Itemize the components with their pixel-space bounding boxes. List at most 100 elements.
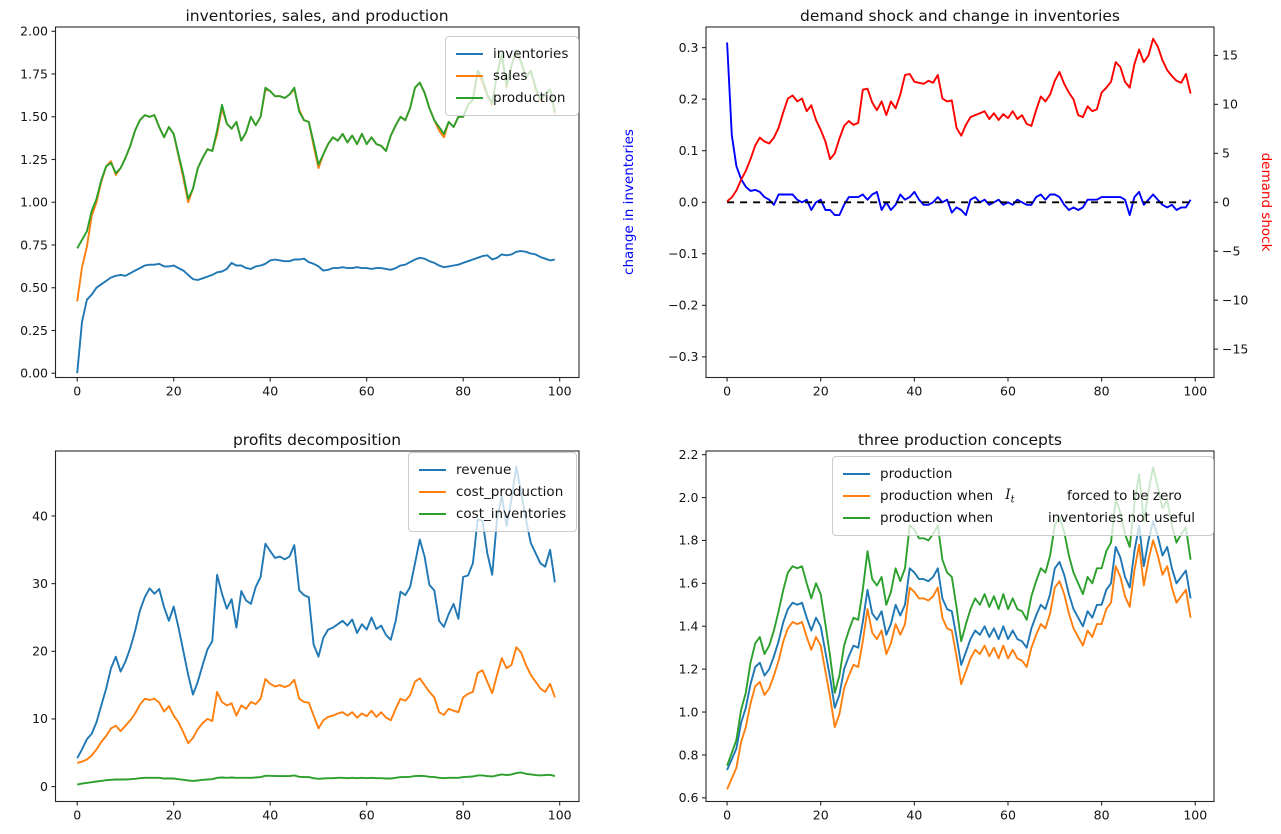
svg-text:1.25: 1.25 <box>20 152 48 167</box>
svg-text:1.6: 1.6 <box>679 576 699 591</box>
svg-text:5: 5 <box>1222 146 1230 161</box>
svg-text:0: 0 <box>40 779 48 794</box>
svg-text:20: 20 <box>166 384 182 399</box>
legend-item-production-no-inventories: production when inventories not useful <box>843 507 1203 529</box>
svg-text:2.2: 2.2 <box>679 447 699 462</box>
inventories-line <box>76 250 556 374</box>
sales-line-swatch <box>456 74 483 78</box>
legend-label: production <box>493 90 566 106</box>
cost-production-line-swatch <box>419 490 446 494</box>
svg-text:0.1: 0.1 <box>679 143 699 158</box>
production-no-inventories-line-swatch <box>843 516 870 520</box>
bottom_left-axes-box <box>54 450 580 803</box>
svg-text:1.50: 1.50 <box>20 109 48 124</box>
svg-text:0.50: 0.50 <box>20 280 48 295</box>
legend-label: inventories <box>493 46 569 62</box>
legend-label: revenue <box>456 462 512 478</box>
svg-text:10: 10 <box>32 711 48 726</box>
svg-text:2.0: 2.0 <box>679 490 699 505</box>
legend-label-continued: forced to be zero <box>1067 488 1182 504</box>
svg-text:80: 80 <box>455 384 471 399</box>
cost-inventories-line <box>77 771 556 786</box>
svg-text:15: 15 <box>1222 48 1238 63</box>
revenue-line <box>76 465 556 759</box>
svg-text:0: 0 <box>723 384 731 399</box>
legend-label: sales <box>493 68 528 84</box>
legend-label: cost_inventories <box>456 506 567 522</box>
svg-text:1.4: 1.4 <box>679 619 699 634</box>
svg-text:20: 20 <box>166 808 182 823</box>
svg-text:1.0: 1.0 <box>679 704 699 719</box>
legend-item-cost-inventories: cost_inventories <box>419 503 566 525</box>
svg-text:0.6: 0.6 <box>679 790 699 805</box>
svg-text:40: 40 <box>906 384 922 399</box>
svg-text:0: 0 <box>73 808 81 823</box>
legend-label: production when <box>880 510 994 526</box>
svg-text:20: 20 <box>813 808 829 823</box>
svg-text:1.8: 1.8 <box>679 533 699 548</box>
svg-text:−0.1: −0.1 <box>668 246 698 261</box>
change-in-inventories-line <box>726 42 1192 217</box>
legend-bottom-right: production production when It forced to … <box>832 456 1214 536</box>
svg-text:0.25: 0.25 <box>20 323 48 338</box>
svg-text:−0.3: −0.3 <box>668 349 698 364</box>
svg-text:60: 60 <box>1000 808 1016 823</box>
cost-production-line <box>76 646 556 764</box>
bottom_left-plot-area: 0 20 40 60 80 100 0 10 20 30 40 <box>32 450 580 823</box>
top_right-plot-area: 0 20 40 60 80 100−0.3−0.2−0.10.00.10.20.3−15−… <box>668 26 1248 399</box>
production-line <box>726 520 1192 771</box>
svg-text:−15: −15 <box>1222 341 1248 356</box>
svg-text:100: 100 <box>1183 808 1207 823</box>
legend-item-sales: sales <box>456 65 568 87</box>
svg-text:80: 80 <box>1094 808 1110 823</box>
svg-text:80: 80 <box>455 808 471 823</box>
svg-text:−10: −10 <box>1222 292 1248 307</box>
svg-text:60: 60 <box>1000 384 1016 399</box>
svg-text:80: 80 <box>1094 384 1110 399</box>
svg-text:40: 40 <box>262 384 278 399</box>
production-when-i-t-forced-to-be-zero-line <box>726 539 1192 790</box>
svg-text:60: 60 <box>359 384 375 399</box>
inventories-line-swatch <box>456 52 483 56</box>
cost-inventories-line-swatch <box>419 512 446 516</box>
legend-item-production: production <box>843 463 1203 485</box>
svg-text:0.8: 0.8 <box>679 747 699 762</box>
svg-text:40: 40 <box>906 808 922 823</box>
legend-top-left: inventories sales production <box>445 36 580 116</box>
legend-item-inventories: inventories <box>456 43 568 65</box>
svg-text:40: 40 <box>262 808 278 823</box>
title-bottom-left: profits decomposition <box>232 431 402 449</box>
svg-text:−0.2: −0.2 <box>668 298 698 313</box>
svg-text:10: 10 <box>1222 97 1238 112</box>
legend-label: production <box>880 466 953 482</box>
svg-text:100: 100 <box>548 808 572 823</box>
svg-text:0.3: 0.3 <box>679 40 699 55</box>
ylabel-change-in-inventories: change in inventories <box>621 129 637 275</box>
production-line-swatch <box>456 96 483 100</box>
top_left-plot-area: 0 20 40 60 80 100 0.00 0.25 0.50 0.75 1.00 1.25 1.50… <box>20 24 580 399</box>
legend-item-production-forced-zero: production when It forced to be zero <box>843 485 1203 507</box>
svg-text:0.75: 0.75 <box>20 237 48 252</box>
svg-text:20: 20 <box>813 384 829 399</box>
demand-shock-line <box>726 37 1192 203</box>
svg-text:1.00: 1.00 <box>20 195 48 210</box>
legend-item-revenue: revenue <box>419 459 566 481</box>
production-forced-zero-line-swatch <box>843 494 870 498</box>
svg-text:1.2: 1.2 <box>679 661 699 676</box>
svg-text:0: 0 <box>73 384 81 399</box>
svg-text:2.00: 2.00 <box>20 24 48 39</box>
svg-text:20: 20 <box>32 644 48 659</box>
svg-text:60: 60 <box>359 808 375 823</box>
legend-item-production: production <box>456 87 568 109</box>
svg-text:−5: −5 <box>1222 244 1240 259</box>
title-top-right: demand shock and change in inventories <box>800 7 1120 25</box>
legend-bottom-left: revenue cost_production cost_inventories <box>408 452 578 532</box>
svg-text:0.0: 0.0 <box>679 195 699 210</box>
svg-text:0.2: 0.2 <box>679 91 699 106</box>
legend-label-continued: inventories not useful <box>1048 510 1195 526</box>
svg-text:0: 0 <box>723 808 731 823</box>
math-symbol-inventory: It <box>1005 486 1015 506</box>
svg-text:30: 30 <box>32 576 48 591</box>
